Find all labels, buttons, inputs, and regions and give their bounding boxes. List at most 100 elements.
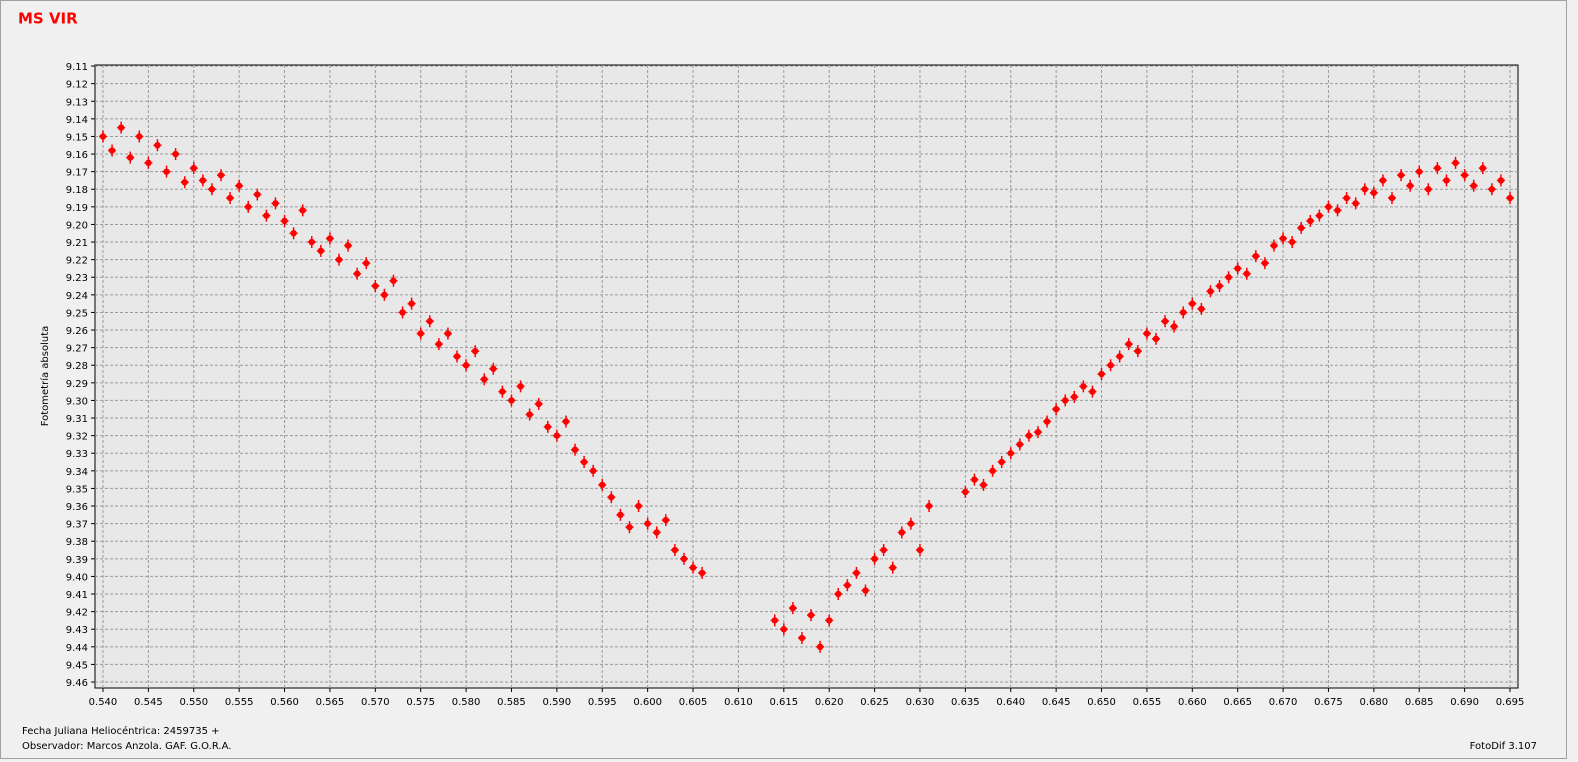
data-point — [915, 544, 924, 557]
x-tick-label: 0.540 — [89, 697, 118, 708]
data-point — [443, 327, 452, 340]
point-dot — [1180, 309, 1187, 316]
y-tick-label: 9.12 — [66, 80, 88, 91]
data-point — [816, 640, 825, 653]
y-tick-label: 9.18 — [66, 185, 88, 196]
y-tick-label: 9.28 — [66, 361, 88, 372]
point-dot — [1143, 330, 1151, 337]
point-dot — [1062, 397, 1069, 404]
data-point — [1360, 183, 1369, 196]
point-dot — [1243, 270, 1250, 277]
data-point — [98, 130, 107, 143]
point-dot — [444, 330, 452, 337]
point-dot — [1098, 370, 1105, 378]
data-point — [1424, 183, 1433, 196]
data-point — [307, 236, 316, 249]
point-dot — [825, 617, 833, 624]
point-dot — [1234, 265, 1241, 272]
data-point — [298, 204, 307, 217]
x-tick-label: 0.610 — [724, 697, 753, 708]
data-point — [1279, 232, 1288, 245]
y-tick-label: 9.15 — [66, 132, 88, 143]
point-dot — [1352, 200, 1359, 207]
x-tick-label: 0.635 — [951, 697, 980, 708]
data-point — [153, 139, 162, 152]
data-point — [453, 350, 462, 363]
data-point — [1478, 162, 1487, 175]
point-dot — [399, 309, 406, 316]
point-dot — [190, 164, 197, 172]
data-point — [253, 188, 262, 201]
point-dot — [1288, 238, 1296, 246]
data-point — [589, 464, 598, 477]
data-point — [879, 544, 888, 557]
point-dot — [1443, 177, 1450, 184]
point-dot — [281, 217, 288, 225]
point-dot — [617, 511, 624, 519]
data-point — [1378, 174, 1387, 187]
y-tick-label: 9.14 — [66, 115, 88, 126]
data-point — [280, 214, 289, 227]
point-dot — [1461, 171, 1468, 179]
data-point — [1215, 280, 1224, 293]
point-dot — [889, 564, 896, 571]
point-dot — [844, 582, 851, 589]
data-point — [1052, 403, 1061, 416]
point-dot — [1189, 300, 1196, 307]
data-point — [1415, 165, 1424, 178]
point-dot — [1334, 207, 1341, 214]
point-dot — [816, 643, 824, 651]
point-dot — [1388, 194, 1396, 202]
point-dot — [689, 564, 697, 571]
data-point — [652, 526, 661, 539]
point-dot — [1080, 383, 1087, 390]
observer-note: Observador: Marcos Anzola. GAF. G.O.R.A. — [22, 741, 231, 752]
point-dot — [235, 182, 243, 189]
data-point — [325, 232, 334, 245]
data-point — [434, 338, 443, 351]
y-tick-label: 9.26 — [66, 326, 88, 337]
data-point — [843, 579, 852, 592]
data-point — [1297, 221, 1306, 234]
plot-area — [94, 64, 1519, 689]
y-tick-label: 9.19 — [66, 203, 88, 214]
point-dot — [1116, 353, 1123, 360]
x-tick-label: 0.665 — [1223, 697, 1252, 708]
data-point — [1324, 200, 1333, 213]
points — [98, 121, 1515, 653]
y-tick-label: 9.29 — [66, 379, 88, 390]
point-dot — [1397, 171, 1405, 179]
data-point — [825, 614, 834, 627]
y-tick-label: 9.37 — [66, 520, 88, 531]
data-point — [335, 253, 344, 266]
data-point — [525, 408, 534, 421]
point-dot — [453, 353, 461, 360]
point-dot — [408, 300, 415, 307]
data-point — [543, 420, 552, 433]
point-dot — [390, 277, 397, 284]
point-dot — [1089, 388, 1096, 395]
data-point — [289, 227, 298, 240]
point-dot — [635, 502, 642, 510]
data-point — [189, 162, 198, 175]
data-point — [1406, 179, 1415, 192]
data-point — [1124, 338, 1133, 351]
data-point — [180, 176, 189, 189]
data-point — [689, 561, 698, 574]
data-point — [1469, 179, 1478, 192]
point-dot — [571, 446, 579, 453]
point-dot — [163, 168, 170, 175]
point-dot — [971, 476, 978, 483]
point-dot — [490, 365, 497, 372]
data-point — [1088, 385, 1097, 398]
point-dot — [1025, 432, 1033, 439]
data-point — [852, 566, 861, 579]
x-tick-label: 0.655 — [1133, 697, 1162, 708]
data-point — [371, 280, 380, 293]
point-dot — [1261, 259, 1269, 267]
data-point — [1260, 257, 1269, 270]
grid — [95, 65, 1518, 688]
data-point — [1333, 204, 1342, 217]
data-point — [471, 345, 480, 358]
point-dot — [1152, 335, 1160, 343]
